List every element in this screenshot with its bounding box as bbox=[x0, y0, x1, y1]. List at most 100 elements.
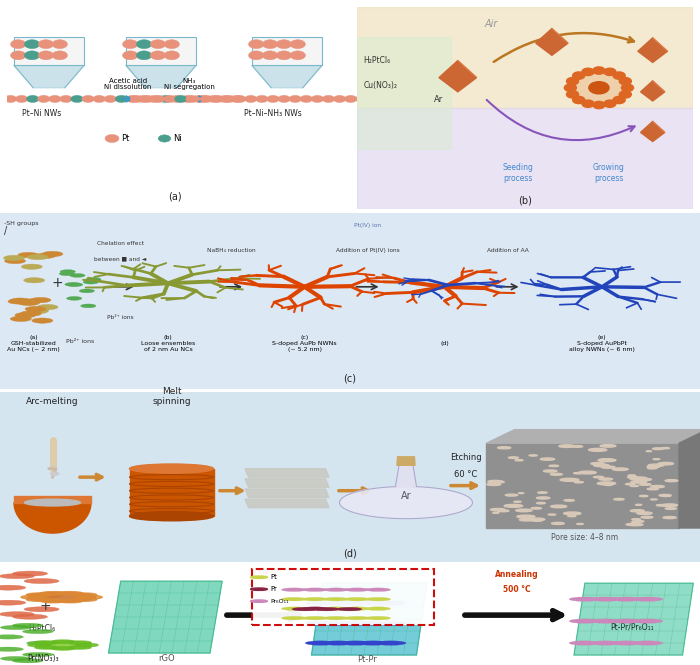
Circle shape bbox=[251, 588, 267, 591]
Text: Pore size: 4–8 nm: Pore size: 4–8 nm bbox=[551, 533, 618, 542]
Circle shape bbox=[622, 84, 634, 91]
Ellipse shape bbox=[531, 507, 541, 509]
Circle shape bbox=[4, 259, 25, 263]
Circle shape bbox=[365, 588, 391, 591]
Circle shape bbox=[375, 641, 406, 645]
Circle shape bbox=[302, 597, 328, 601]
Circle shape bbox=[211, 95, 224, 102]
Ellipse shape bbox=[662, 495, 668, 497]
Circle shape bbox=[80, 304, 96, 308]
Circle shape bbox=[21, 264, 42, 269]
Circle shape bbox=[570, 70, 627, 105]
Circle shape bbox=[367, 95, 379, 102]
Ellipse shape bbox=[130, 511, 214, 521]
Ellipse shape bbox=[631, 509, 644, 512]
Ellipse shape bbox=[130, 464, 214, 473]
Circle shape bbox=[0, 647, 24, 652]
Circle shape bbox=[569, 619, 600, 623]
Polygon shape bbox=[14, 503, 91, 533]
Circle shape bbox=[197, 95, 209, 102]
Ellipse shape bbox=[514, 501, 521, 502]
Ellipse shape bbox=[50, 472, 59, 475]
Text: Annealing: Annealing bbox=[495, 570, 538, 579]
Circle shape bbox=[302, 588, 328, 591]
Circle shape bbox=[20, 299, 41, 304]
Ellipse shape bbox=[589, 448, 607, 452]
Circle shape bbox=[12, 658, 43, 663]
Ellipse shape bbox=[630, 523, 643, 526]
Text: (c): (c) bbox=[344, 374, 356, 384]
Circle shape bbox=[248, 40, 264, 49]
Ellipse shape bbox=[632, 519, 640, 520]
Circle shape bbox=[150, 40, 166, 49]
Ellipse shape bbox=[572, 446, 582, 448]
Ellipse shape bbox=[648, 464, 664, 467]
Circle shape bbox=[42, 251, 63, 257]
Polygon shape bbox=[486, 430, 700, 443]
Text: (d): (d) bbox=[440, 340, 449, 346]
Ellipse shape bbox=[532, 520, 542, 521]
Ellipse shape bbox=[486, 483, 500, 485]
Text: Pr(NO₃)₃: Pr(NO₃)₃ bbox=[27, 654, 60, 663]
Ellipse shape bbox=[577, 523, 583, 525]
Text: (b)
Loose ensembles
of 2 nm Au NCs: (b) Loose ensembles of 2 nm Au NCs bbox=[141, 335, 195, 352]
Circle shape bbox=[24, 278, 45, 283]
Circle shape bbox=[0, 600, 26, 605]
Ellipse shape bbox=[568, 515, 575, 517]
Circle shape bbox=[148, 95, 161, 102]
Circle shape bbox=[67, 283, 83, 287]
Circle shape bbox=[122, 40, 138, 49]
Circle shape bbox=[37, 305, 58, 310]
Circle shape bbox=[262, 40, 278, 49]
Circle shape bbox=[28, 644, 50, 646]
Circle shape bbox=[281, 616, 307, 620]
Circle shape bbox=[141, 95, 154, 102]
Circle shape bbox=[153, 95, 165, 102]
Circle shape bbox=[13, 571, 48, 576]
Circle shape bbox=[582, 100, 594, 107]
Circle shape bbox=[305, 601, 336, 605]
Circle shape bbox=[365, 597, 391, 601]
Ellipse shape bbox=[665, 479, 678, 481]
Circle shape bbox=[27, 307, 48, 313]
Circle shape bbox=[126, 95, 139, 102]
Ellipse shape bbox=[543, 470, 557, 472]
Circle shape bbox=[18, 301, 39, 306]
Circle shape bbox=[181, 95, 194, 102]
Ellipse shape bbox=[612, 468, 628, 470]
Polygon shape bbox=[458, 61, 477, 78]
Text: Addition of AA: Addition of AA bbox=[486, 247, 528, 253]
Polygon shape bbox=[552, 29, 568, 43]
Ellipse shape bbox=[647, 466, 659, 467]
Text: Addition of Pt(IV) ions: Addition of Pt(IV) ions bbox=[335, 247, 400, 253]
Ellipse shape bbox=[641, 516, 653, 518]
Text: (d): (d) bbox=[343, 549, 357, 559]
Circle shape bbox=[375, 601, 406, 605]
Circle shape bbox=[333, 95, 346, 102]
Text: between ■ and ◄: between ■ and ◄ bbox=[94, 257, 146, 261]
Ellipse shape bbox=[548, 514, 556, 515]
Ellipse shape bbox=[493, 512, 499, 513]
Text: (b): (b) bbox=[518, 196, 532, 205]
Text: Chelation effect: Chelation effect bbox=[97, 241, 144, 245]
Circle shape bbox=[17, 300, 38, 305]
Ellipse shape bbox=[638, 478, 652, 481]
Ellipse shape bbox=[550, 473, 562, 475]
Circle shape bbox=[290, 51, 305, 60]
Text: Pt–Ni NWs: Pt–Ni NWs bbox=[22, 109, 62, 118]
Circle shape bbox=[52, 647, 74, 650]
Circle shape bbox=[13, 614, 48, 619]
Circle shape bbox=[302, 616, 328, 620]
Text: (a)
GSH-stabilized
Au NCs (~ 2 nm): (a) GSH-stabilized Au NCs (~ 2 nm) bbox=[7, 335, 60, 352]
Polygon shape bbox=[14, 65, 84, 88]
Text: (c)
S-doped AuPb NWNs
(~ 5.2 nm): (c) S-doped AuPb NWNs (~ 5.2 nm) bbox=[272, 335, 337, 352]
Circle shape bbox=[52, 40, 67, 49]
Text: Ar: Ar bbox=[434, 95, 444, 104]
Circle shape bbox=[27, 598, 52, 601]
Circle shape bbox=[10, 51, 26, 60]
Polygon shape bbox=[126, 65, 196, 88]
Circle shape bbox=[323, 616, 349, 620]
Circle shape bbox=[12, 623, 43, 628]
Circle shape bbox=[150, 51, 166, 60]
Circle shape bbox=[589, 82, 609, 94]
